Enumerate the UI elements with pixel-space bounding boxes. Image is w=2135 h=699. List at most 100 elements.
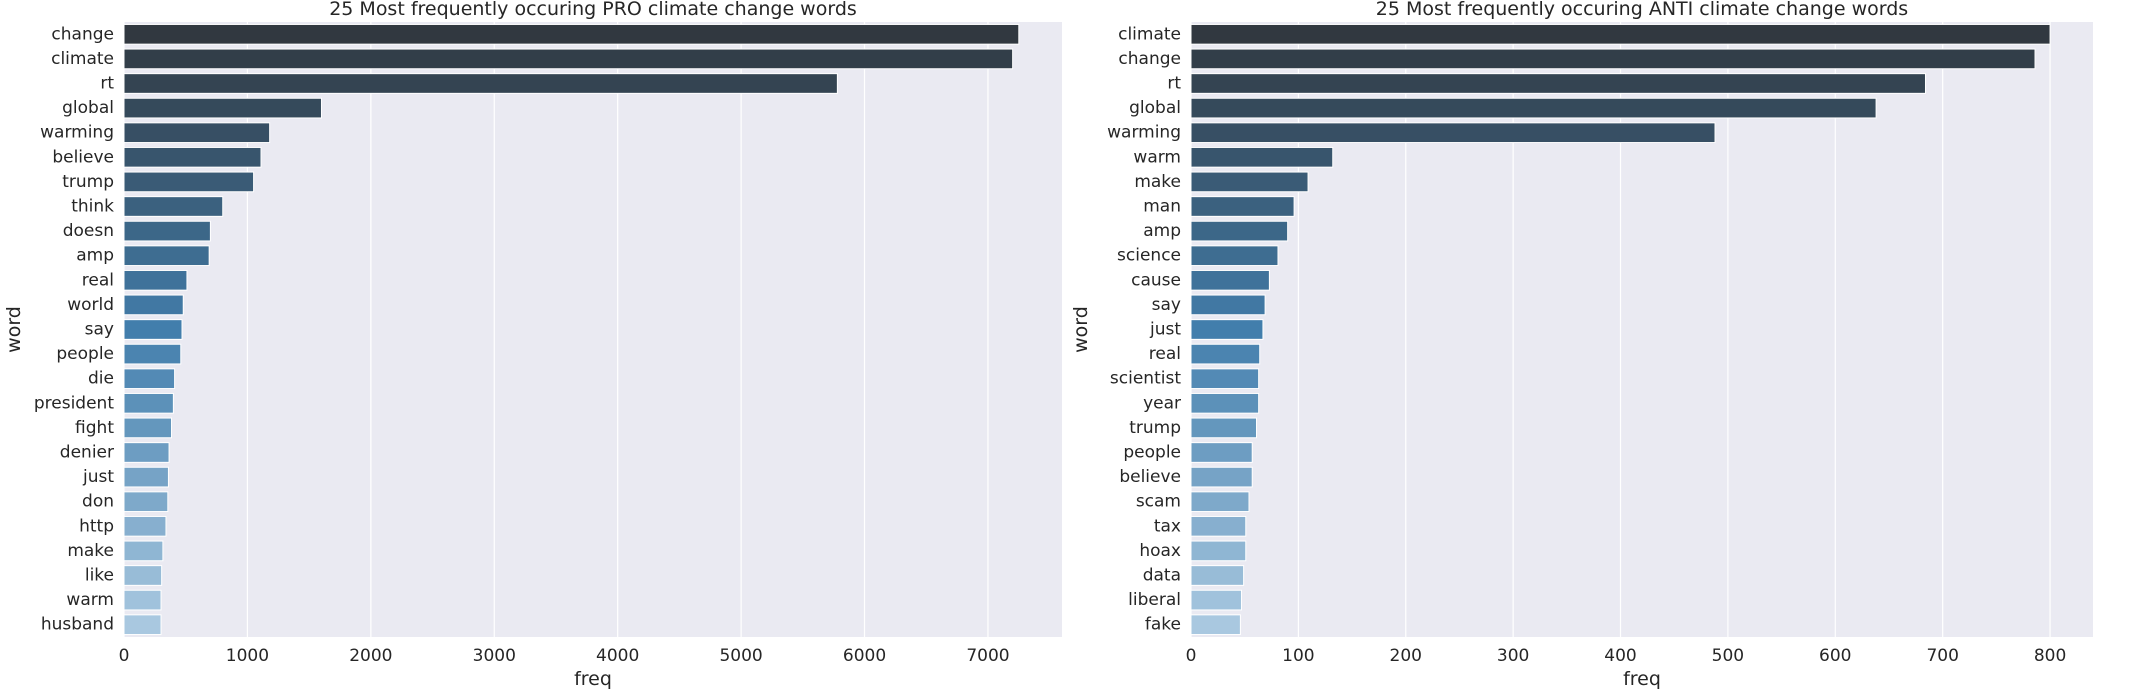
- pro-ytick-label: don: [82, 492, 114, 512]
- anti-ytick-label: scam: [1136, 492, 1181, 512]
- pro-ytick-label: climate: [51, 49, 114, 69]
- anti-ytick-label: believe: [1119, 467, 1181, 487]
- anti-ytick-label: science: [1117, 246, 1181, 266]
- anti-xtick-label: 500: [1712, 646, 1744, 666]
- pro-ytick-label: die: [88, 369, 114, 389]
- pro-chart-title: 25 Most frequently occuring PRO climate …: [329, 0, 857, 20]
- anti-bar-change: [1190, 48, 2036, 70]
- pro-ytick-label: president: [34, 393, 114, 413]
- pro-xtick-label: 3000: [473, 646, 516, 666]
- anti-bar-warm: [1190, 146, 1334, 168]
- anti-xtick-label: 800: [2034, 646, 2066, 666]
- pro-bar-say: [123, 319, 183, 340]
- pro-ytick-label: http: [79, 516, 114, 536]
- anti-ytick-label: trump: [1129, 418, 1181, 438]
- anti-bar-science: [1190, 245, 1279, 267]
- anti-x-axis-label: freq: [1623, 668, 1661, 690]
- pro-ytick-label: fight: [75, 418, 114, 438]
- anti-ytick-label: cause: [1131, 270, 1181, 290]
- pro-bar-warm: [123, 589, 162, 611]
- pro-ytick-label: doesn: [63, 221, 114, 241]
- anti-ytick-label: rt: [1167, 74, 1181, 94]
- pro-ytick-label: amp: [76, 246, 114, 266]
- anti-bar-man: [1190, 196, 1295, 217]
- pro-ytick-label: make: [67, 541, 114, 561]
- anti-chart: climate change rt global warming warm make man a…: [1070, 0, 2093, 690]
- pro-bar-rt: [123, 73, 838, 94]
- anti-ytick-label: liberal: [1128, 590, 1181, 610]
- pro-bar-real: [123, 269, 188, 291]
- anti-bar-fake: [1190, 614, 1241, 636]
- pro-bar-global: [123, 97, 322, 119]
- pro-ytick-label: real: [82, 270, 114, 290]
- pro-ytick-label: like: [85, 566, 114, 586]
- pro-bar-climate: [123, 48, 1014, 70]
- anti-ytick-label: fake: [1145, 615, 1181, 635]
- anti-chart-title: 25 Most frequently occuring ANTI climate…: [1376, 0, 1908, 20]
- anti-bar-real: [1190, 343, 1261, 365]
- anti-ytick-label: just: [1149, 320, 1181, 340]
- pro-ytick-label: change: [51, 24, 114, 44]
- pro-ytick-label: denier: [60, 443, 114, 463]
- anti-bar-hoax: [1190, 540, 1247, 562]
- anti-bar-make: [1190, 171, 1309, 193]
- pro-ytick-label: warm: [66, 590, 114, 610]
- anti-bar-amp: [1190, 220, 1289, 242]
- anti-ytick-label: say: [1152, 295, 1181, 315]
- pro-x-axis-label: freq: [574, 668, 612, 690]
- pro-ytick-label: husband: [41, 615, 114, 635]
- anti-ytick-label: global: [1129, 98, 1181, 118]
- anti-xtick-label: 0: [1186, 646, 1197, 666]
- pro-bar-believe: [123, 146, 262, 168]
- anti-ytick-label: man: [1143, 197, 1181, 217]
- anti-bar-global: [1190, 97, 1877, 119]
- anti-ytick-label: year: [1143, 393, 1181, 413]
- pro-bar-warming: [123, 122, 271, 144]
- pro-bar-die: [123, 368, 176, 390]
- pro-ytick-label: believe: [52, 147, 114, 167]
- pro-bar-change: [123, 23, 1020, 45]
- anti-xtick-label: 400: [1604, 646, 1636, 666]
- pro-bar-like: [123, 565, 163, 586]
- anti-bar-cause: [1190, 269, 1270, 291]
- anti-bar-warming: [1190, 122, 1716, 144]
- anti-ytick-label: warm: [1133, 147, 1181, 167]
- pro-bar-denier: [123, 442, 170, 463]
- pro-ytick-label: say: [85, 320, 114, 340]
- anti-xtick-label: 100: [1282, 646, 1314, 666]
- pro-ytick-label: trump: [62, 172, 114, 192]
- anti-bar-just: [1190, 319, 1264, 340]
- pro-bar-just: [123, 466, 169, 488]
- anti-ytick-label: change: [1118, 49, 1181, 69]
- pro-xtick-label: 4000: [596, 646, 639, 666]
- anti-bar-data: [1190, 565, 1245, 586]
- anti-bar-rt: [1190, 73, 1926, 94]
- anti-ytick-label: climate: [1118, 24, 1181, 44]
- pro-bar-husband: [123, 614, 162, 636]
- pro-ytick-label: people: [56, 344, 114, 364]
- anti-xtick-label: 200: [1390, 646, 1422, 666]
- anti-ytick-label: make: [1134, 172, 1181, 192]
- pro-chart: change climate rt global warming believe trump…: [3, 0, 1062, 690]
- anti-bar-tax: [1190, 515, 1247, 537]
- pro-bar-world: [123, 294, 184, 316]
- anti-y-axis-label: word: [1070, 306, 1092, 353]
- pro-bar-trump: [123, 171, 255, 193]
- anti-ytick-label: tax: [1154, 516, 1181, 536]
- pro-ytick-label: global: [62, 98, 114, 118]
- anti-xtick-label: 600: [1819, 646, 1851, 666]
- anti-bar-people: [1190, 442, 1253, 463]
- pro-bar-president: [123, 392, 174, 414]
- anti-ytick-label: people: [1123, 443, 1181, 463]
- anti-bar-trump: [1190, 417, 1258, 439]
- pro-ytick-label: think: [71, 197, 114, 217]
- pro-bar-amp: [123, 245, 210, 267]
- anti-ytick-label: data: [1143, 566, 1181, 586]
- pro-ytick-label: world: [67, 295, 114, 315]
- anti-ytick-label: amp: [1143, 221, 1181, 241]
- pro-xtick-label: 5000: [719, 646, 762, 666]
- pro-bar-think: [123, 196, 224, 217]
- pro-bar-doesn: [123, 220, 211, 242]
